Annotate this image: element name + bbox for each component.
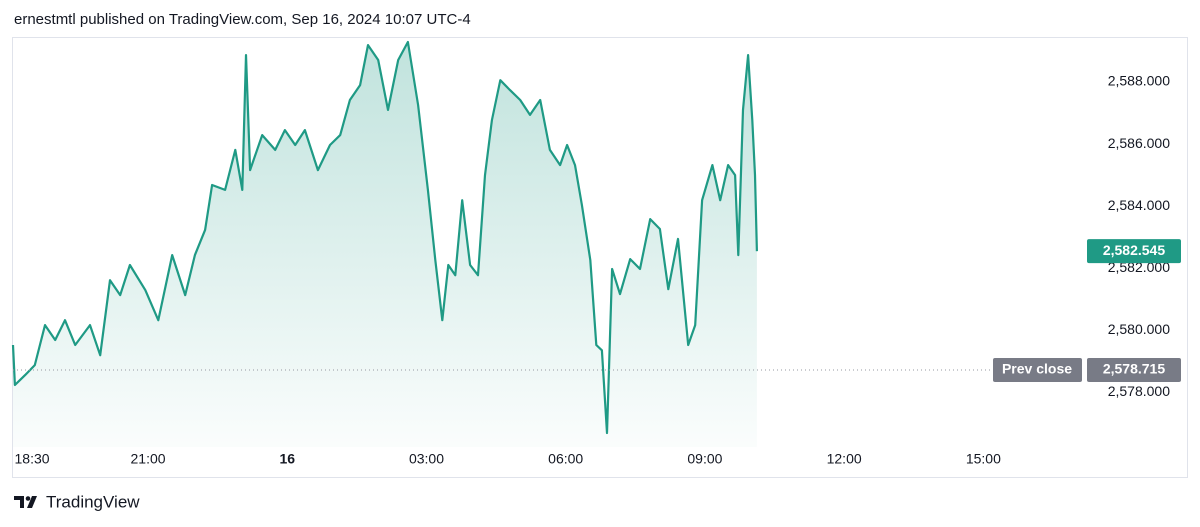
y-tick-label: 2,580.000 <box>1108 321 1170 337</box>
chart-frame <box>12 37 1188 478</box>
logo-mark <box>25 496 31 501</box>
prev-close-name: Prev close <box>1002 361 1072 377</box>
prev-close-value: 2,578.715 <box>1103 361 1165 377</box>
y-tick-label: 2,584.000 <box>1108 197 1170 213</box>
logo-mark <box>14 496 24 508</box>
plot-area: 2,578.0002,580.0002,582.0002,584.0002,58… <box>11 40 1170 467</box>
header-text: ernestmtl published on TradingView.com, … <box>14 11 471 28</box>
x-tick-label: 09:00 <box>687 451 722 467</box>
x-tick-label: 15:00 <box>966 451 1001 467</box>
logo <box>14 496 37 508</box>
x-tick-label: 12:00 <box>827 451 862 467</box>
y-tick-label: 2,578.000 <box>1108 383 1170 399</box>
y-tick-label: 2,586.000 <box>1108 135 1170 151</box>
x-tick-label: 21:00 <box>131 451 166 467</box>
prev-close-box <box>1087 357 1181 382</box>
x-tick-label: 03:00 <box>409 451 444 467</box>
x-tick-label: 06:00 <box>548 451 583 467</box>
prev-close-tag <box>993 357 1082 382</box>
x-tick-label: 16 <box>279 451 295 467</box>
last-price-box <box>1087 239 1181 264</box>
price-line <box>11 40 758 435</box>
logo-mark <box>27 496 37 508</box>
brand: TradingView <box>46 492 140 511</box>
x-tick-label: 18:30 <box>15 451 50 467</box>
area-fill <box>13 42 757 447</box>
y-tick-label: 2,588.000 <box>1108 73 1170 89</box>
last-price-label: 2,582.545 <box>1103 242 1165 258</box>
